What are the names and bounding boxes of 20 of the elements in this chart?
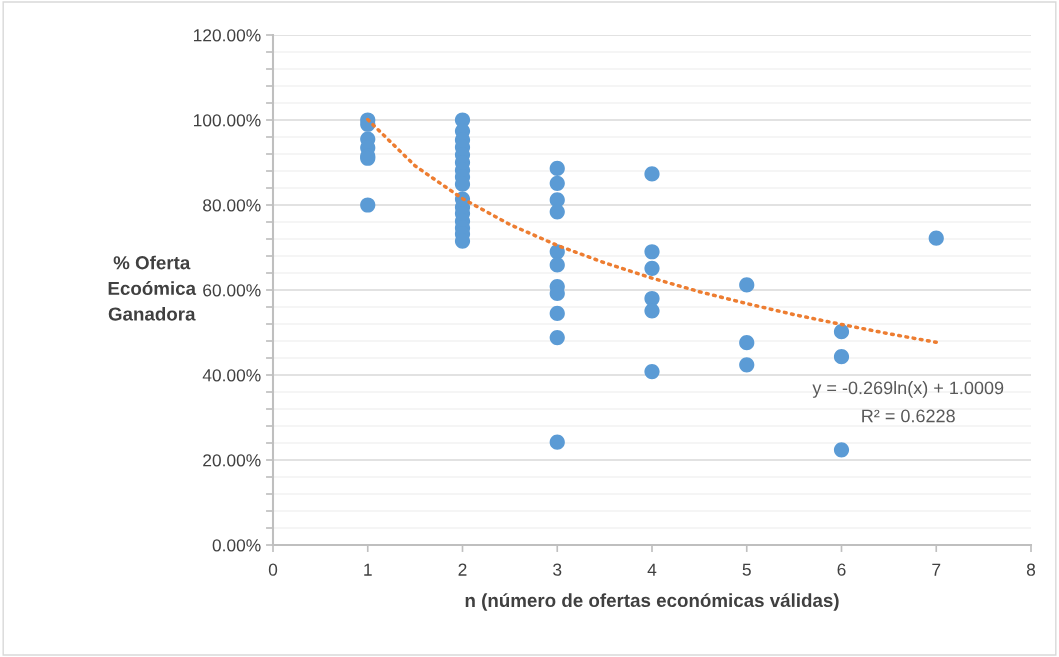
x-tick-label: 2 [458, 563, 467, 576]
annotation: R² = 0.6228 [862, 409, 955, 423]
x-tick-label: 0 [268, 563, 278, 576]
x-axis-title: n (número de ofertas económicas válidas) [465, 593, 839, 611]
annotation: y = -0.269ln(x) + 1.0009 [812, 381, 1004, 398]
x-tick-label: 1 [364, 563, 372, 576]
x-tick-label: 4 [647, 563, 657, 576]
y-tick-label: 40.00% [202, 369, 261, 382]
y-tick-label: 0.00% [212, 539, 261, 552]
x-tick-label: 3 [553, 563, 562, 576]
x-tick-label: 5 [742, 563, 751, 576]
x-tick-label: 6 [837, 563, 846, 576]
y-tick-label: 100.00% [193, 114, 261, 127]
y-tick-label: 20.00% [203, 454, 261, 467]
y-tick-label: 120.00% [193, 29, 261, 42]
x-tick-label: 8 [1026, 563, 1036, 576]
x-tick-label: 7 [932, 563, 941, 576]
y-tick-label: 60.00% [203, 284, 261, 297]
y-axis-title: % Oferta Ecoómica Ganadora [108, 255, 197, 321]
y-tick-label: 80.00% [203, 199, 261, 212]
